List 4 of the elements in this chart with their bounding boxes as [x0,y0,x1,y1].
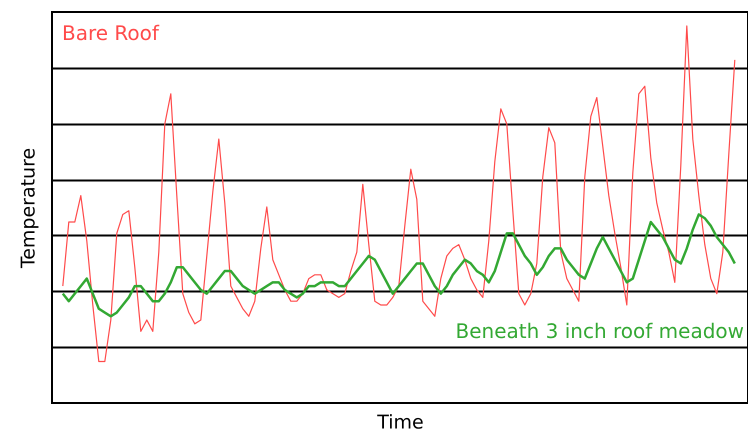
x-axis-title: Time [376,412,424,434]
series-label: Beneath 3 inch roof meadow [456,319,744,343]
text: Bare Roof [62,21,160,45]
y-axis-title: Temperature [18,148,40,270]
